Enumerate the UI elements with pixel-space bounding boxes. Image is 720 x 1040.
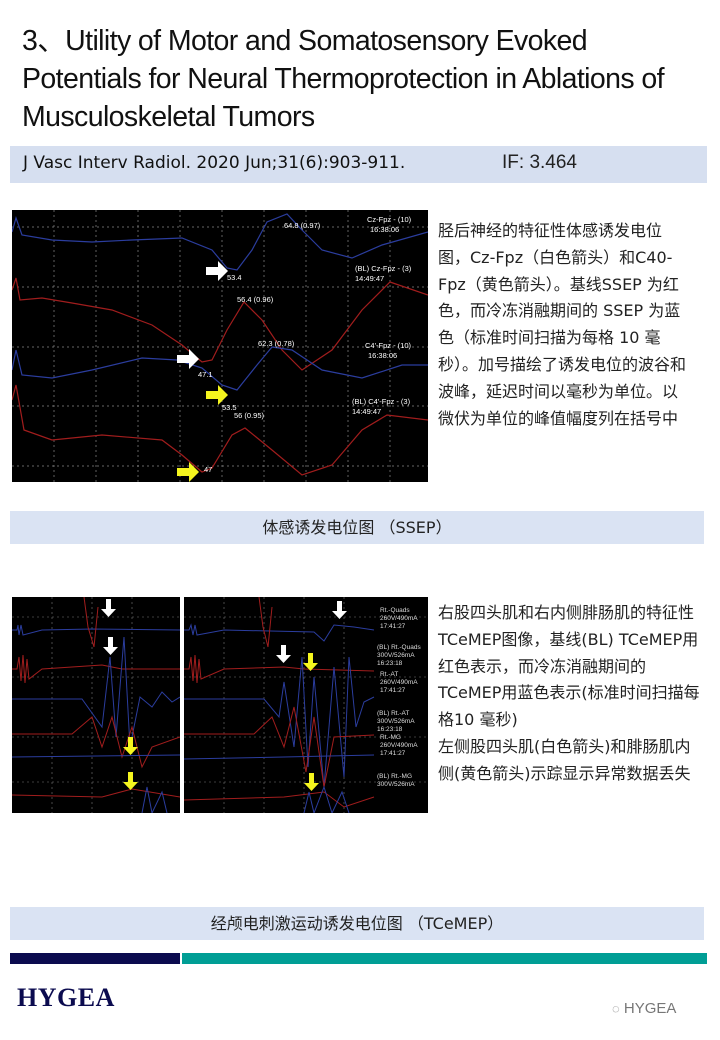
yellow-arrow-icon (304, 773, 319, 791)
white-arrow-icon (103, 637, 118, 655)
white-arrow-icon (101, 599, 116, 617)
hygea-logo: HYGEA (17, 983, 115, 1012)
yellow-arrow-icon (123, 772, 138, 790)
yellow-arrow-icon (177, 462, 199, 482)
marker-label: 47 (204, 465, 212, 474)
channel-time: 14:49:47 (355, 274, 384, 283)
footer-bar-navy (10, 953, 180, 964)
channel-time: 17:41:27 (380, 623, 406, 630)
channel-param: 300V/526mA (377, 652, 415, 659)
wechat-icon: ◌ (612, 1001, 620, 1016)
marker-label: 64.8 (0.97) (284, 221, 321, 230)
tcemep-figure-right: Rt.-Quads 260V/490mA 17:41:27 (BL) Rt.-Q… (183, 596, 428, 815)
channel-label: (BL) Rt.-AT (377, 710, 409, 717)
marker-label: 47.1 (198, 370, 213, 379)
channel-param: 300V/526mA (377, 781, 415, 788)
ssep-description: 胫后神经的特征性体感诱发电位图，Cz-Fpz（白色箭头）和C40-Fpz（黄色箭… (438, 221, 687, 428)
channel-label: C4'-Fpz - (10) (365, 341, 412, 350)
c4-baseline-trace (11, 384, 429, 476)
channel-param: 260V/490mA (380, 615, 418, 622)
yellow-arrow-icon (123, 737, 138, 755)
channel-time: 16:38:06 (370, 225, 399, 234)
c4-intraop-trace (11, 346, 428, 391)
channel-label: Cz-Fpz - (10) (367, 215, 412, 224)
cz-intraop-trace (11, 213, 429, 271)
channel-time: 14:49:47 (352, 407, 381, 416)
cz-baseline-trace (11, 277, 429, 371)
slide-title: 3、Utility of Motor and Somatosensory Evo… (22, 25, 665, 133)
yellow-arrow-icon (303, 653, 318, 671)
tcemep-figure-left (11, 596, 181, 815)
marker-label: 56.4 (0.96) (237, 295, 274, 304)
white-arrow-icon (276, 645, 291, 663)
white-arrow-icon (177, 349, 199, 369)
citation: J Vasc Interv Radiol. 2020 Jun;31(6):903… (23, 153, 406, 173)
channel-label: (BL) C4'-Fpz - (3) (352, 397, 411, 406)
channel-time: 16:38:06 (368, 351, 397, 360)
ssep-caption: 体感诱发电位图 （SSEP） (10, 511, 704, 544)
channel-param: 300V/526mA (377, 718, 415, 725)
marker-label: 56 (0.95) (234, 411, 265, 420)
channel-param: 260V/490mA (380, 679, 418, 686)
channel-time: 17:41:27 (380, 687, 406, 694)
channel-param: 260V/490mA (380, 742, 418, 749)
channel-label: Rt.-Quads (380, 607, 410, 614)
channel-label: (BL) Rt.-MG (377, 773, 412, 780)
channel-time: 16:23:18 (377, 660, 403, 667)
white-arrow-icon (206, 261, 228, 281)
marker-label: 53.5 (222, 403, 237, 412)
ssep-figure: 64.8 (0.97) 53.4 56.4 (0.96) 62.3 (0.78)… (11, 210, 429, 482)
tcemep-description: 右股四头肌和右内侧腓肠肌的特征性TCeMEP图像，基线(BL) TCeMEP用红… (438, 603, 700, 783)
watermark: ◌ HYGEA (612, 1000, 676, 1017)
tcemep-caption: 经颅电刺激运动诱发电位图 （TCeMEP） (10, 907, 704, 940)
channel-label: Rt.-MG (380, 734, 401, 741)
channel-label: (BL) Cz-Fpz - (3) (355, 264, 412, 273)
channel-label: (BL) Rt.-Quads (377, 644, 421, 651)
watermark-text: HYGEA (623, 1000, 677, 1017)
white-arrow-icon (332, 601, 347, 619)
citation-bar: J Vasc Interv Radiol. 2020 Jun;31(6):903… (10, 146, 707, 183)
marker-label: 53.4 (227, 273, 242, 282)
channel-label: Rt.-AT (380, 671, 398, 678)
marker-label: 62.3 (0.78) (258, 339, 295, 348)
footer-bar-teal (182, 953, 707, 964)
channel-time: 17:41:27 (380, 750, 406, 757)
channel-time: 16:23:18 (377, 726, 403, 733)
yellow-arrow-icon (206, 385, 228, 405)
impact-factor: IF: 3.464 (502, 152, 577, 173)
